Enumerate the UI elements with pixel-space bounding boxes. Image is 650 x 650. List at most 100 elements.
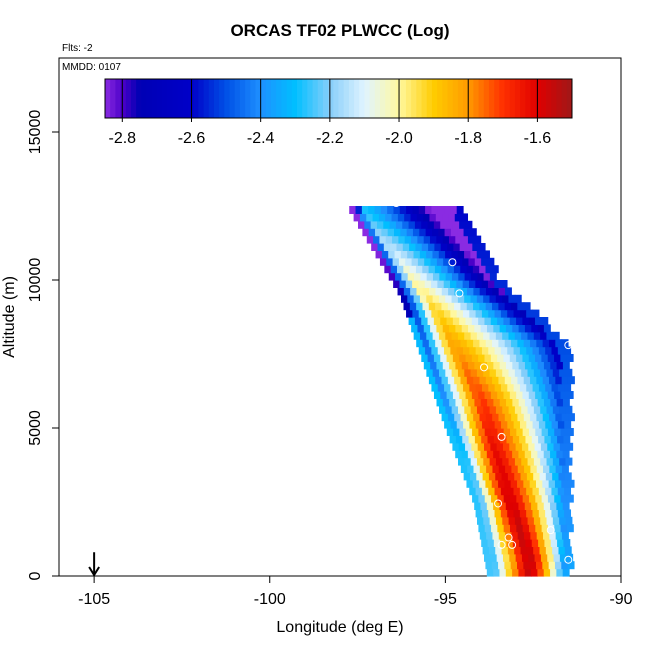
field-cell [479, 302, 487, 311]
field-cell [523, 561, 531, 570]
field-cell [466, 479, 474, 488]
field-cell [431, 206, 439, 214]
field-cell [530, 531, 538, 540]
field-cell [543, 450, 551, 459]
field-cell [555, 465, 563, 473]
field-cell [494, 346, 502, 355]
field-cell [528, 494, 536, 503]
field-cell [488, 487, 496, 496]
field-cell [459, 391, 467, 399]
field-cell [514, 457, 522, 466]
field-cell [488, 346, 496, 355]
field-cell [445, 294, 453, 303]
field-cell [422, 287, 430, 296]
field-cell [500, 280, 508, 288]
field-cell [551, 509, 559, 518]
field-cell [437, 206, 445, 214]
field-cell [449, 398, 457, 407]
flight-marker [434, 196, 443, 205]
field-cell [526, 509, 534, 518]
field-cell [479, 376, 487, 385]
field-cell [464, 294, 472, 303]
field-cell [462, 280, 470, 288]
field-cell [524, 465, 531, 473]
field-cell [437, 383, 445, 392]
field-cell [491, 524, 498, 533]
field-cell [376, 220, 384, 229]
field-cell [469, 383, 477, 392]
field-cell [491, 428, 498, 436]
field-cell [487, 361, 494, 370]
field-cell [460, 265, 468, 274]
field-cell [442, 324, 450, 333]
field-cell [471, 442, 479, 451]
field-cell [535, 428, 543, 436]
field-cell [519, 420, 527, 429]
field-cell [415, 243, 423, 251]
field-cell [483, 516, 491, 525]
field-cell [476, 472, 484, 481]
field-cell [521, 442, 529, 451]
field-cell [507, 487, 515, 496]
field-cell [461, 398, 469, 407]
colorbar-segment [188, 79, 194, 118]
field-cell [468, 361, 475, 370]
x-tick-label: -95 [434, 591, 457, 608]
field-cell [491, 479, 499, 488]
colorbar-segment [151, 79, 158, 118]
field-cell [487, 324, 494, 333]
field-cell [512, 568, 520, 577]
colorbar-segment [546, 79, 552, 118]
field-cell [505, 450, 513, 459]
field-cell [557, 420, 565, 429]
field-cell [445, 250, 453, 259]
colorbar-segment [400, 79, 407, 118]
field-cell [481, 435, 489, 444]
field-cell [564, 420, 572, 429]
field-cell [464, 250, 471, 259]
field-cell [513, 420, 521, 429]
field-cell [411, 324, 419, 333]
field-cell [506, 361, 513, 370]
colorbar-segment [431, 79, 438, 118]
colorbar-segment [452, 79, 459, 118]
field-cell [560, 391, 568, 399]
field-cell [468, 324, 475, 333]
field-cell [459, 220, 467, 229]
field-cell [499, 450, 507, 459]
field-cell [441, 376, 449, 385]
field-cell [431, 309, 439, 318]
field-cell [439, 405, 446, 414]
field-cell [364, 220, 372, 229]
field-cell [467, 235, 475, 244]
field-cell [478, 354, 486, 362]
field-cell [465, 354, 473, 362]
field-cell [410, 287, 418, 296]
field-cell [540, 368, 548, 377]
field-cell [486, 568, 494, 577]
field-cell [419, 228, 427, 237]
field-cell [411, 235, 418, 244]
field-cell [500, 383, 508, 392]
field-cell [469, 487, 477, 496]
field-cell [475, 509, 483, 518]
field-cell [450, 383, 458, 392]
flight-marker [504, 533, 513, 542]
field-cell [481, 487, 489, 496]
field-cell [535, 317, 542, 325]
field-cell [471, 317, 479, 325]
field-cell [527, 331, 535, 340]
field-cell [398, 257, 406, 266]
field-cell [492, 531, 500, 540]
field-cell [563, 539, 571, 547]
field-cell [416, 213, 424, 222]
field-cell [478, 428, 486, 436]
field-cell [418, 280, 426, 288]
field-cell [532, 487, 540, 496]
field-cell [479, 287, 487, 296]
field-cell [433, 391, 441, 399]
field-cell [566, 553, 574, 562]
field-cell [523, 376, 531, 385]
field-cell [543, 502, 551, 510]
colorbar-segment [509, 79, 516, 118]
